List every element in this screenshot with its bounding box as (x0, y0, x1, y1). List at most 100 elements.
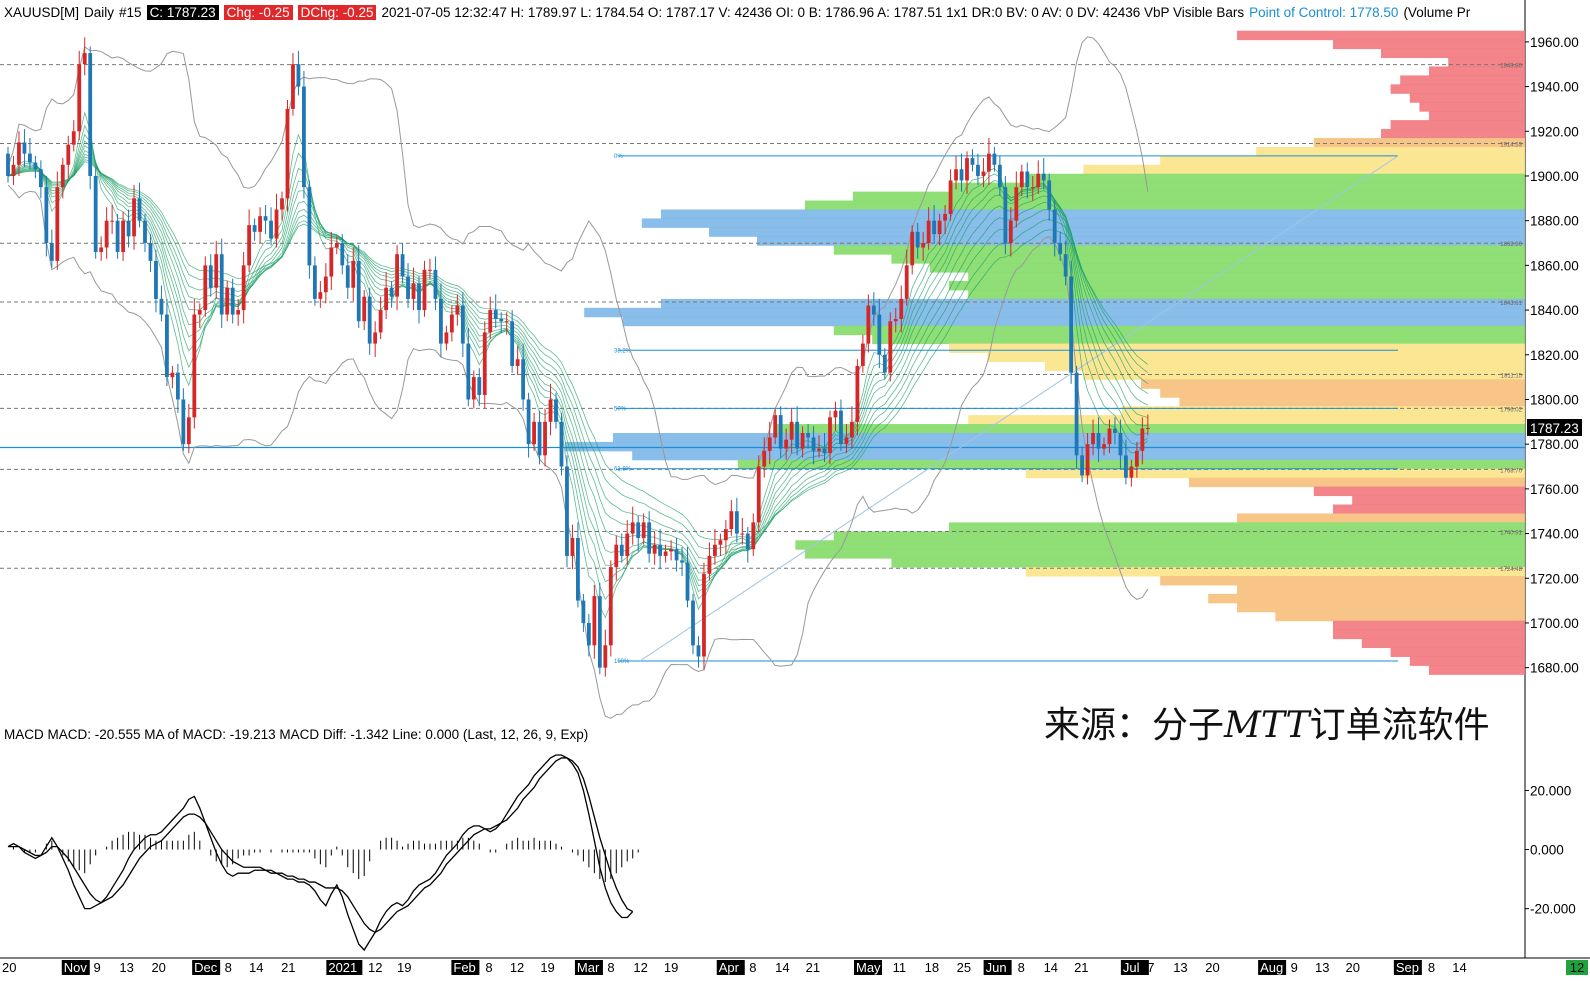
candle-body (1019, 171, 1024, 188)
candle-body (877, 314, 882, 355)
volume-profile-bar (1121, 406, 1525, 416)
date-label: 8 (225, 960, 232, 975)
candle-body (11, 164, 16, 176)
volume-profile-bar (968, 289, 1525, 300)
candle-body (811, 437, 816, 451)
volume-profile-bar (584, 307, 1525, 318)
volume-profile-bar (872, 334, 1525, 345)
candle-body (1069, 276, 1074, 373)
last-price-badge (1527, 419, 1582, 437)
moving-average-line (7, 161, 1149, 540)
candle-body (532, 421, 536, 445)
volume-profile-bar (987, 352, 1525, 362)
volume-profile-bar (833, 531, 1525, 541)
volume-profile-bar (1409, 656, 1525, 666)
candle-body (22, 142, 27, 154)
volume-profile-bar (1045, 361, 1525, 371)
candle-body (214, 254, 219, 288)
candle-body (723, 529, 728, 541)
volume-profile-bar (1237, 513, 1525, 523)
price-tick-label: 1920.00 (1530, 124, 1579, 139)
candle-body (1047, 180, 1052, 210)
candle-body (340, 243, 345, 266)
candle-body (493, 310, 498, 320)
candle-body (406, 276, 410, 299)
volume-profile-bar (1333, 504, 1525, 514)
volume-profile-bar (805, 549, 1525, 559)
candle-body (965, 158, 969, 181)
candle-body (439, 298, 443, 344)
price-tick-label: 1960.00 (1530, 35, 1579, 50)
candle-body (537, 421, 542, 456)
candle-body (1003, 187, 1008, 244)
candle-body (1014, 187, 1019, 221)
candle-body (855, 365, 860, 422)
candle-body (258, 216, 262, 232)
candle-body (460, 305, 465, 344)
candle-body (373, 332, 378, 344)
price-tick-label: 1880.00 (1530, 214, 1579, 229)
volume-profile-bar (949, 522, 1525, 532)
volume-profile-bar (1160, 388, 1525, 398)
month-label-bg (1393, 960, 1422, 975)
candle-body (225, 287, 230, 315)
candle-body (175, 372, 180, 400)
candle-body (1074, 372, 1079, 456)
candle-body (1134, 450, 1139, 467)
candle-body (543, 421, 547, 456)
candle-body (1124, 455, 1128, 478)
volume-profile-bar (968, 415, 1525, 425)
month-label-bg (574, 960, 603, 975)
date-label: 13 (1173, 960, 1187, 975)
candle-body (548, 399, 553, 422)
candle-body (471, 377, 476, 400)
volume-profile-bar (1409, 93, 1525, 103)
candle-body (581, 600, 586, 623)
month-label: Mar (577, 960, 600, 975)
candle-body (718, 540, 723, 545)
date-label: 18 (925, 960, 939, 975)
candle-body (291, 64, 295, 109)
volume-profile-bar (1083, 370, 1525, 380)
volume-profile-bar (833, 325, 1525, 336)
candle-body (208, 265, 213, 288)
candle-body (66, 144, 71, 165)
candle-body (943, 213, 947, 221)
volume-profile-bar (622, 316, 1525, 327)
candle-body (44, 187, 49, 244)
moving-average-line (7, 156, 1149, 559)
volume-profile-bar (1160, 576, 1525, 586)
candle-body (477, 377, 482, 395)
candle-body (132, 198, 136, 237)
date-label: 14 (775, 960, 789, 975)
volume-profile-bar (1313, 486, 1525, 497)
candle-body (433, 269, 438, 299)
close-badge: C: 1787.23 (146, 4, 219, 20)
candle-body (800, 432, 805, 449)
volume-profile-bar (1275, 611, 1525, 622)
candle-body (186, 417, 191, 445)
candle-body (422, 269, 427, 311)
candle-body (992, 153, 997, 165)
candle-body (1058, 243, 1063, 255)
candle-body (1107, 428, 1112, 445)
candle-body (1085, 444, 1090, 476)
candle-body (630, 522, 635, 534)
candle-body (1036, 173, 1041, 188)
moving-average-line (7, 159, 1149, 550)
month-label: Sep (1396, 960, 1419, 975)
watermark-prefix: 来源：分子 (1044, 705, 1225, 746)
candle-body (263, 216, 268, 221)
month-label: Apr (719, 960, 740, 975)
month-label: Jun (986, 960, 1007, 975)
candle-body (789, 421, 794, 440)
candle-body (773, 415, 778, 438)
candle-body (1118, 432, 1123, 456)
month-label: Feb (453, 960, 475, 975)
date-label: 19 (664, 960, 678, 975)
volume-profile-bar (1361, 638, 1525, 649)
candle-body (608, 567, 613, 646)
candle-body (702, 573, 706, 657)
